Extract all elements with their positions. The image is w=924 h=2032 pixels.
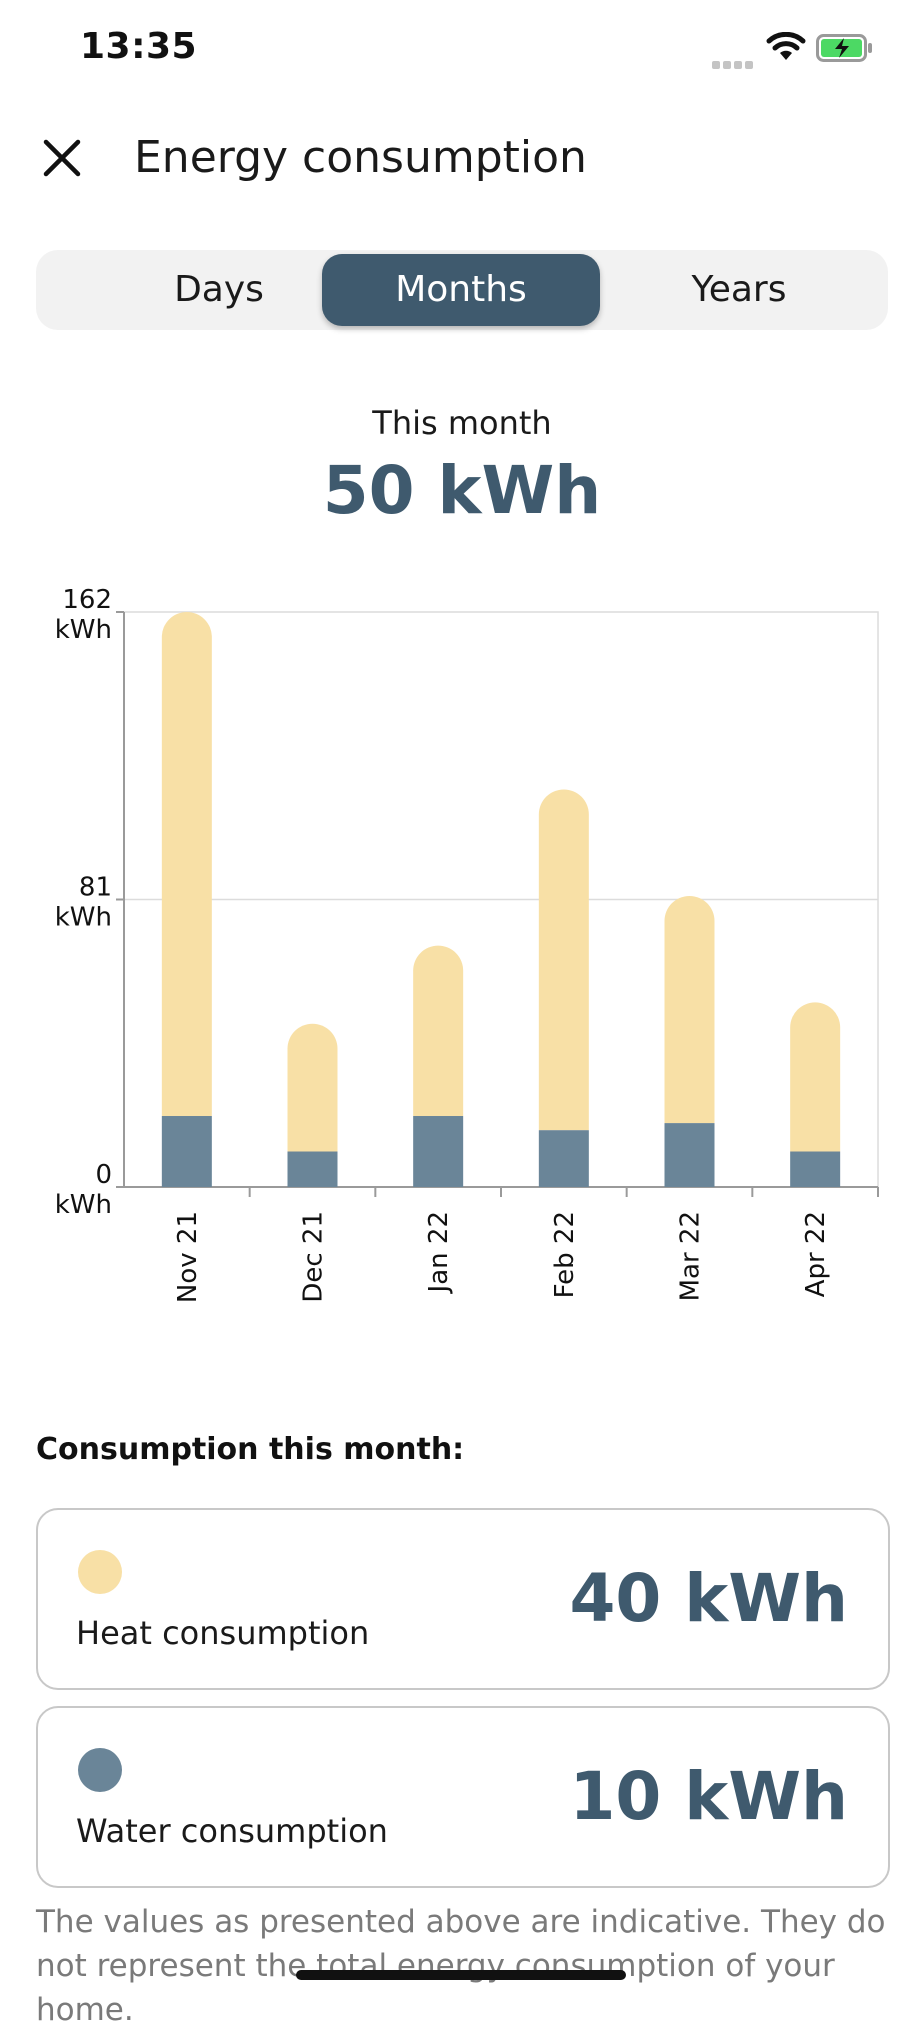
x-tick-label: Apr 22 (801, 1211, 831, 1297)
y-tick-label: 81 (79, 873, 112, 903)
tab-days[interactable]: Days (174, 269, 264, 310)
heat-legend-dot (78, 1550, 122, 1594)
water-consumption-card: Water consumption 10 kWh (36, 1706, 890, 1888)
water-bar (538, 1130, 589, 1187)
close-icon[interactable] (40, 136, 84, 180)
heat-consumption-card: Heat consumption 40 kWh (36, 1508, 890, 1690)
cellular-signal-icon (712, 54, 756, 69)
heat-bar (664, 895, 715, 1124)
tab-months[interactable]: Months (322, 254, 600, 326)
heat-consumption-value: 40 kWh (569, 1560, 848, 1637)
x-tick-label: Nov 21 (173, 1211, 203, 1303)
water-consumption-label: Water consumption (76, 1812, 388, 1850)
heat-bar (161, 612, 212, 1117)
y-tick-label: 0 (95, 1160, 112, 1190)
status-time: 13:35 (80, 26, 198, 67)
consumption-section-title: Consumption this month: (36, 1432, 465, 1467)
x-tick-label: Jan 22 (424, 1211, 454, 1294)
home-indicator (296, 1970, 626, 1980)
water-consumption-value: 10 kWh (569, 1758, 848, 1835)
water-bar (413, 1116, 464, 1187)
heat-bar (413, 945, 464, 1117)
y-tick-unit: kWh (55, 1190, 112, 1220)
heat-consumption-label: Heat consumption (76, 1614, 370, 1652)
heat-bar (287, 1023, 338, 1152)
tab-years[interactable]: Years (691, 269, 787, 310)
summary-value: 50 kWh (322, 452, 602, 529)
water-bar (790, 1151, 841, 1187)
heat-bar (790, 1002, 841, 1152)
heat-bar (538, 789, 589, 1131)
summary-label: This month (372, 404, 552, 442)
water-bar (664, 1123, 715, 1187)
water-bar (161, 1116, 212, 1187)
wifi-icon (766, 32, 806, 60)
y-tick-unit: kWh (55, 903, 112, 933)
page-title: Energy consumption (134, 132, 587, 183)
water-bar (287, 1151, 338, 1187)
y-tick-label: 162 (62, 585, 112, 615)
y-tick-unit: kWh (55, 615, 112, 645)
x-tick-label: Dec 21 (299, 1211, 329, 1303)
x-tick-label: Mar 22 (676, 1211, 706, 1301)
disclaimer-text: The values as presented above are indica… (36, 1904, 886, 2028)
x-tick-label: Feb 22 (550, 1211, 580, 1298)
period-segmented-control: Days Months Years (36, 250, 888, 330)
water-legend-dot (78, 1748, 122, 1792)
battery-charging-icon (816, 34, 872, 62)
